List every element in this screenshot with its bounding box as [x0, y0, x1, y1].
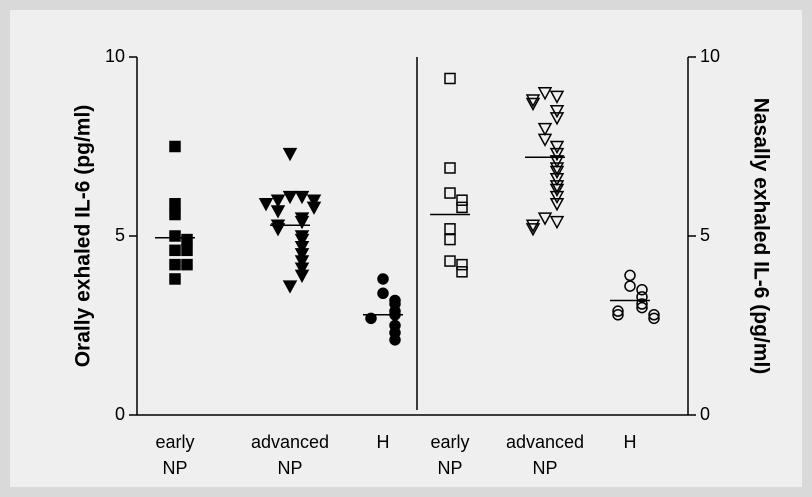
- point: [549, 155, 565, 169]
- point: [636, 298, 648, 310]
- point: [294, 240, 310, 255]
- point: [444, 162, 456, 174]
- point: [258, 198, 274, 212]
- point: [169, 198, 181, 210]
- y-axis-label: Orally exhaled IL-6 (pg/ml): [72, 105, 95, 368]
- y2-tick-label: 10: [700, 46, 720, 66]
- point: [456, 194, 468, 206]
- point: [525, 223, 541, 237]
- point: [377, 273, 389, 285]
- point: [549, 162, 565, 176]
- point: [648, 309, 660, 321]
- point: [549, 104, 565, 119]
- point: [294, 190, 310, 205]
- point: [537, 87, 553, 101]
- point: [525, 219, 541, 233]
- point: [624, 280, 636, 292]
- point: [181, 233, 193, 246]
- point: [537, 122, 553, 137]
- point: [537, 133, 553, 147]
- y-tick-label: 0: [115, 404, 125, 424]
- point: [306, 201, 322, 215]
- y2-axis-label: Nasally exhaled IL-6 (pg/ml): [749, 98, 772, 375]
- point: [444, 72, 456, 85]
- point: [282, 147, 298, 162]
- point: [270, 194, 286, 208]
- point: [612, 309, 624, 321]
- point: [294, 255, 310, 269]
- point: [549, 183, 565, 198]
- point: [537, 212, 553, 226]
- point: [444, 187, 456, 199]
- x-tick-label: early NP: [430, 432, 469, 478]
- point: [549, 90, 565, 104]
- point: [389, 334, 401, 346]
- point: [181, 258, 193, 271]
- point: [549, 180, 565, 194]
- point: [549, 190, 565, 205]
- point: [549, 165, 565, 180]
- point: [169, 140, 181, 153]
- point: [549, 215, 565, 230]
- point: [181, 244, 193, 257]
- point: [294, 233, 310, 248]
- point: [549, 172, 565, 187]
- point: [270, 223, 286, 237]
- point: [636, 301, 648, 314]
- x-tick-label: H: [377, 432, 390, 452]
- point: [377, 287, 389, 300]
- panel: [10, 10, 802, 487]
- point: [612, 305, 624, 317]
- point: [306, 194, 322, 208]
- point: [636, 283, 648, 296]
- point: [444, 233, 456, 246]
- x-tick-label: early NP: [155, 432, 194, 478]
- point: [294, 262, 310, 276]
- point: [169, 273, 181, 285]
- point: [282, 280, 298, 294]
- point: [270, 205, 286, 219]
- point: [549, 147, 565, 162]
- point: [525, 97, 541, 112]
- y-tick-label: 5: [115, 225, 125, 245]
- point: [365, 312, 377, 325]
- point: [525, 94, 541, 108]
- y2-tick-label: 0: [700, 404, 710, 424]
- x-tick-label: advanced NP: [251, 432, 329, 478]
- point: [294, 269, 310, 283]
- point: [169, 208, 181, 221]
- point: [456, 201, 468, 214]
- y2-tick-label: 5: [700, 225, 710, 245]
- point: [169, 258, 181, 271]
- point: [549, 140, 565, 155]
- point: [648, 312, 660, 325]
- point: [282, 190, 298, 205]
- point: [169, 244, 181, 257]
- point: [456, 258, 468, 271]
- x-tick-label: advanced NP: [506, 432, 584, 478]
- point: [444, 255, 456, 267]
- point: [294, 215, 310, 230]
- point: [456, 266, 468, 278]
- point: [169, 230, 181, 242]
- y-tick-label: 10: [105, 46, 125, 66]
- point: [294, 248, 310, 262]
- point: [549, 198, 565, 212]
- point: [549, 112, 565, 126]
- x-tick-label: H: [624, 432, 637, 452]
